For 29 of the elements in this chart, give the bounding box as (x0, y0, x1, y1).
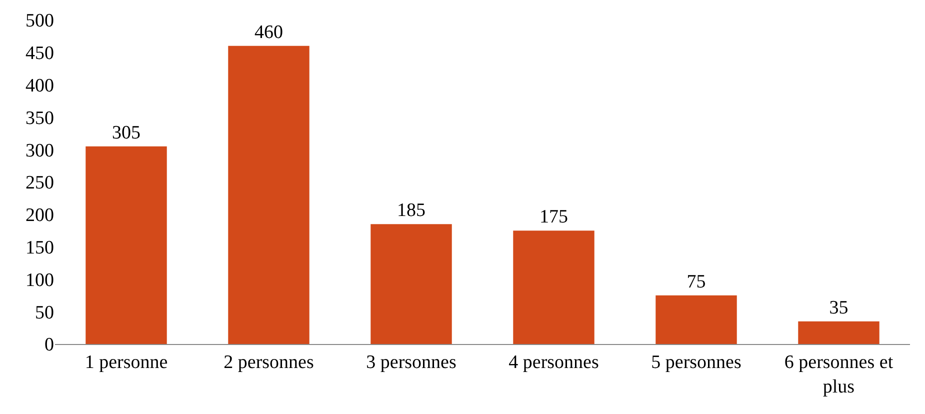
y-tick-label: 200 (26, 205, 54, 226)
x-tick-label: 3 personnes (366, 352, 456, 373)
x-tick-label: 5 personnes (651, 352, 742, 373)
data-label: 35 (829, 297, 848, 318)
y-tick-label: 300 (26, 140, 54, 162)
x-tick-label: 4 personnes (508, 352, 599, 373)
y-tick-label: 450 (26, 43, 54, 64)
bar (86, 146, 167, 344)
y-tick-label: 350 (26, 108, 54, 129)
y-tick-label: 100 (26, 270, 54, 291)
y-tick-label: 150 (26, 237, 54, 258)
bar (798, 321, 880, 344)
bar (228, 46, 310, 344)
data-label: 175 (540, 206, 568, 228)
bar (370, 224, 452, 344)
x-tick-label: 1 personne (84, 352, 168, 373)
y-tick-label: 500 (26, 10, 54, 32)
y-tick-label: 0 (44, 334, 54, 356)
y-tick-label: 250 (26, 172, 54, 194)
y-tick-label: 50 (35, 302, 54, 324)
data-label: 75 (686, 271, 706, 292)
x-tick-label: 2 personnes (224, 352, 314, 373)
bar (513, 230, 594, 344)
data-label: 460 (254, 22, 283, 43)
bar (656, 295, 737, 344)
data-label: 305 (112, 122, 140, 144)
data-label: 185 (397, 200, 426, 222)
x-tick-label: 6 personnes et plus (784, 352, 894, 398)
y-tick-label: 400 (26, 75, 54, 96)
